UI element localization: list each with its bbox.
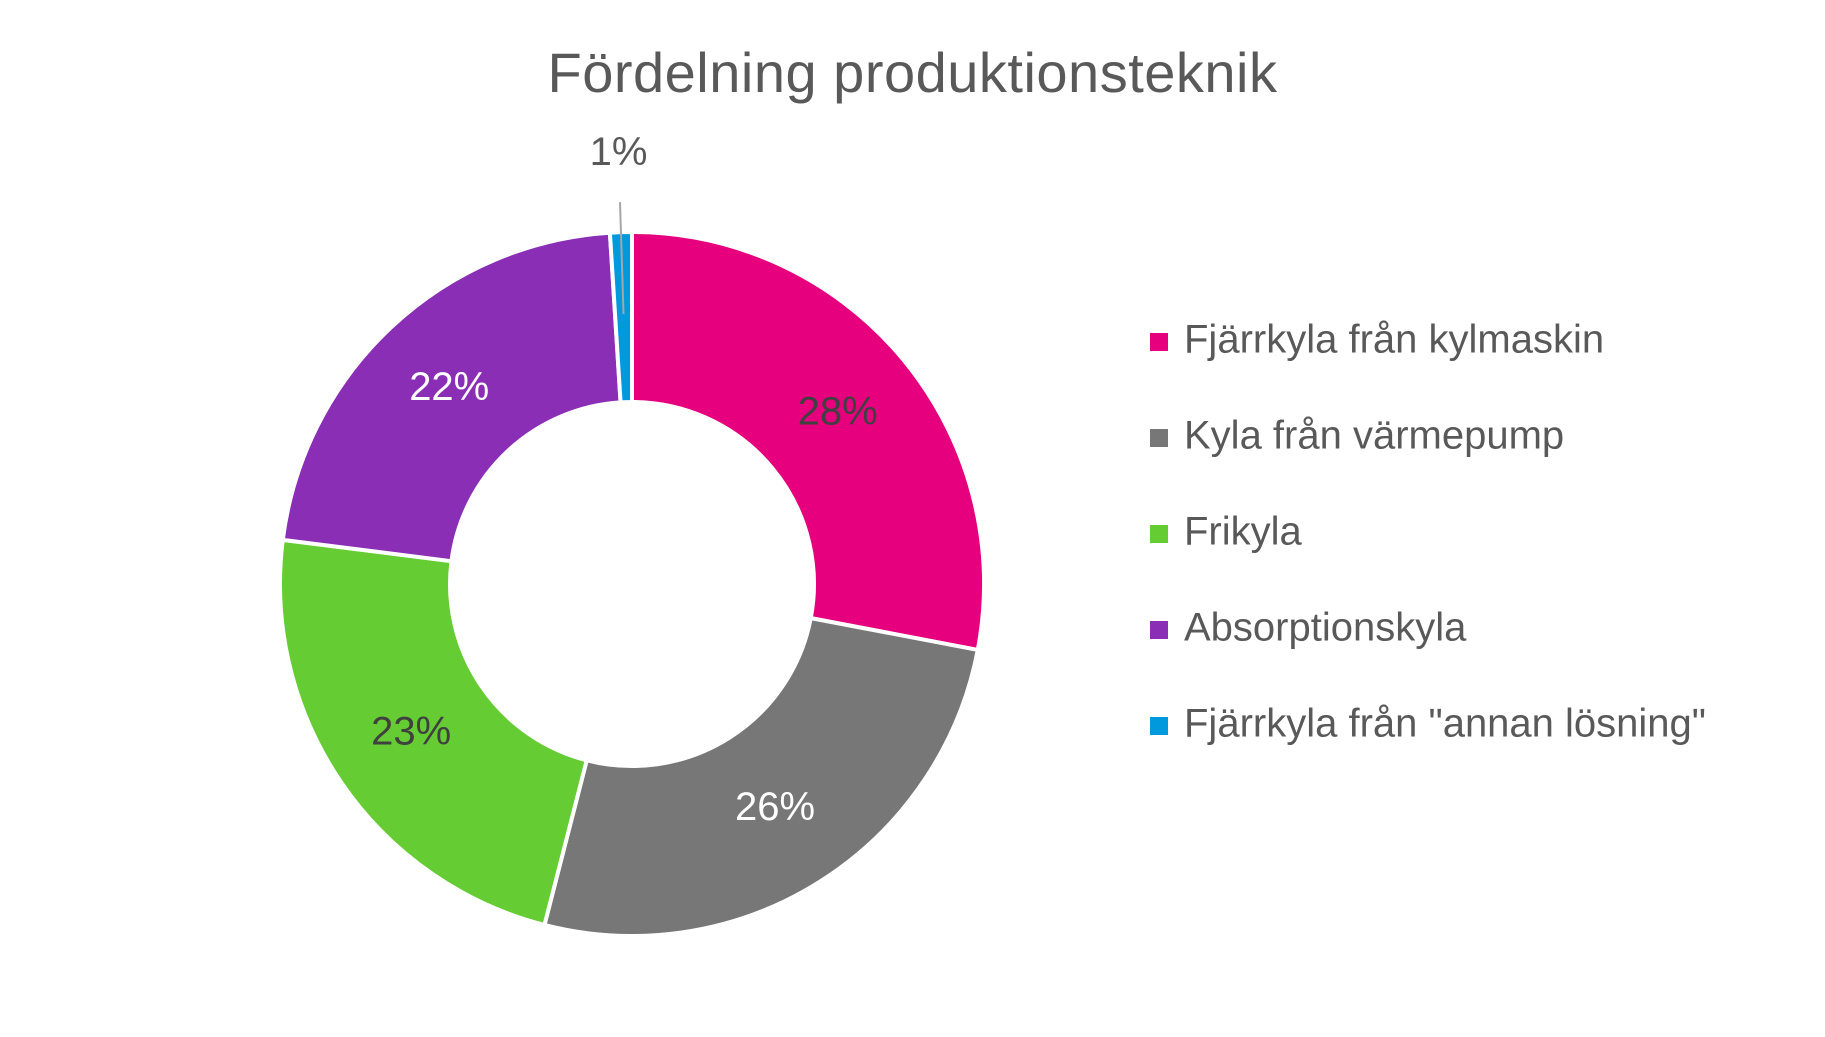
legend-label: Kyla från värmepump [1184, 414, 1564, 458]
doughnut-slice [278, 537, 589, 927]
legend-swatch [1150, 429, 1168, 447]
legend-item: Frikyla [1150, 510, 1303, 554]
data-label: 1% [590, 130, 648, 174]
data-label: 23% [371, 710, 451, 754]
legend-label: Absorptionskyla [1184, 606, 1467, 650]
legend-swatch [1150, 621, 1168, 639]
legend-swatch [1150, 333, 1168, 351]
legend-label: Fjärrkyla från kylmaskin [1184, 318, 1604, 362]
legend-item: Fjärrkyla från "annan lösning" [1150, 702, 1706, 746]
doughnut-slice [280, 230, 623, 564]
doughnut-slice [607, 230, 634, 405]
legend-swatch [1150, 717, 1168, 735]
data-label: 28% [798, 389, 878, 433]
data-label: 26% [735, 785, 815, 829]
chart-title: Fördelning produktionsteknik [547, 41, 1278, 104]
label-leader-line [619, 202, 625, 315]
data-label: 22% [409, 365, 489, 409]
legend-item: Fjärrkyla från kylmaskin [1150, 318, 1604, 362]
doughnut-slice [630, 230, 986, 652]
legend-swatch [1150, 525, 1168, 543]
legend-label: Frikyla [1184, 510, 1303, 554]
legend-label: Fjärrkyla från "annan lösning" [1184, 702, 1706, 746]
legend-item: Kyla från värmepump [1150, 414, 1564, 458]
doughnut-slice [542, 616, 980, 938]
legend-item: Absorptionskyla [1150, 606, 1467, 650]
